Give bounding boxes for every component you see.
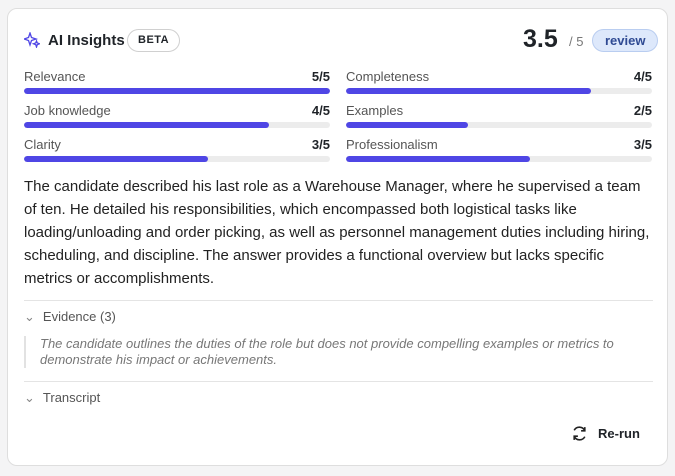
status-badge[interactable]: review bbox=[592, 29, 659, 52]
metric-name: Clarity bbox=[24, 137, 61, 152]
evidence-toggle[interactable]: ⌄ Evidence (3) bbox=[24, 309, 116, 324]
divider bbox=[24, 300, 653, 301]
metric-bar bbox=[24, 88, 330, 94]
metric-score: 3/5 bbox=[633, 137, 652, 152]
metric-bar bbox=[24, 156, 208, 162]
rating-max: / 5 bbox=[569, 34, 584, 49]
metric-track bbox=[346, 122, 652, 128]
title: AI Insights bbox=[48, 32, 125, 49]
metric-track bbox=[24, 88, 330, 94]
refresh-icon bbox=[573, 426, 586, 441]
metric-score: 2/5 bbox=[633, 103, 652, 118]
metric-bar bbox=[346, 156, 530, 162]
beta-badge: BETA bbox=[127, 29, 181, 52]
metric-track bbox=[346, 156, 652, 162]
metric-track bbox=[24, 156, 330, 162]
rerun-button[interactable]: Re-run bbox=[571, 425, 640, 442]
divider bbox=[24, 381, 653, 382]
evidence-text: The candidate outlines the duties of the… bbox=[24, 336, 644, 368]
rating: 3.5 bbox=[523, 25, 558, 53]
metric-bar bbox=[24, 122, 269, 128]
rerun-label: Re-run bbox=[598, 426, 640, 441]
metric-name: Job knowledge bbox=[24, 103, 111, 118]
metric-track bbox=[346, 88, 652, 94]
summary: The candidate described his last role as… bbox=[24, 178, 650, 287]
metric-bar bbox=[346, 88, 591, 94]
evidence-title: Evidence (3) bbox=[42, 309, 116, 324]
metric-name: Professionalism bbox=[346, 137, 438, 152]
sparkle-icon bbox=[24, 32, 40, 48]
metric-score: 4/5 bbox=[633, 69, 652, 84]
metric-name: Relevance bbox=[24, 69, 86, 84]
metric-name: Completeness bbox=[346, 69, 430, 84]
metric-track bbox=[24, 122, 330, 128]
metric-score: 4/5 bbox=[311, 103, 330, 118]
transcript-toggle[interactable]: ⌄ Transcript bbox=[24, 390, 101, 405]
metric-score: 5/5 bbox=[311, 69, 330, 84]
metric-name: Examples bbox=[346, 103, 404, 118]
metric-score: 3/5 bbox=[311, 137, 330, 152]
insights-card: AI Insights BETA 3.5 / 5 review Relevanc… bbox=[7, 8, 668, 466]
metric-bar bbox=[346, 122, 469, 128]
transcript-title: Transcript bbox=[42, 390, 101, 405]
